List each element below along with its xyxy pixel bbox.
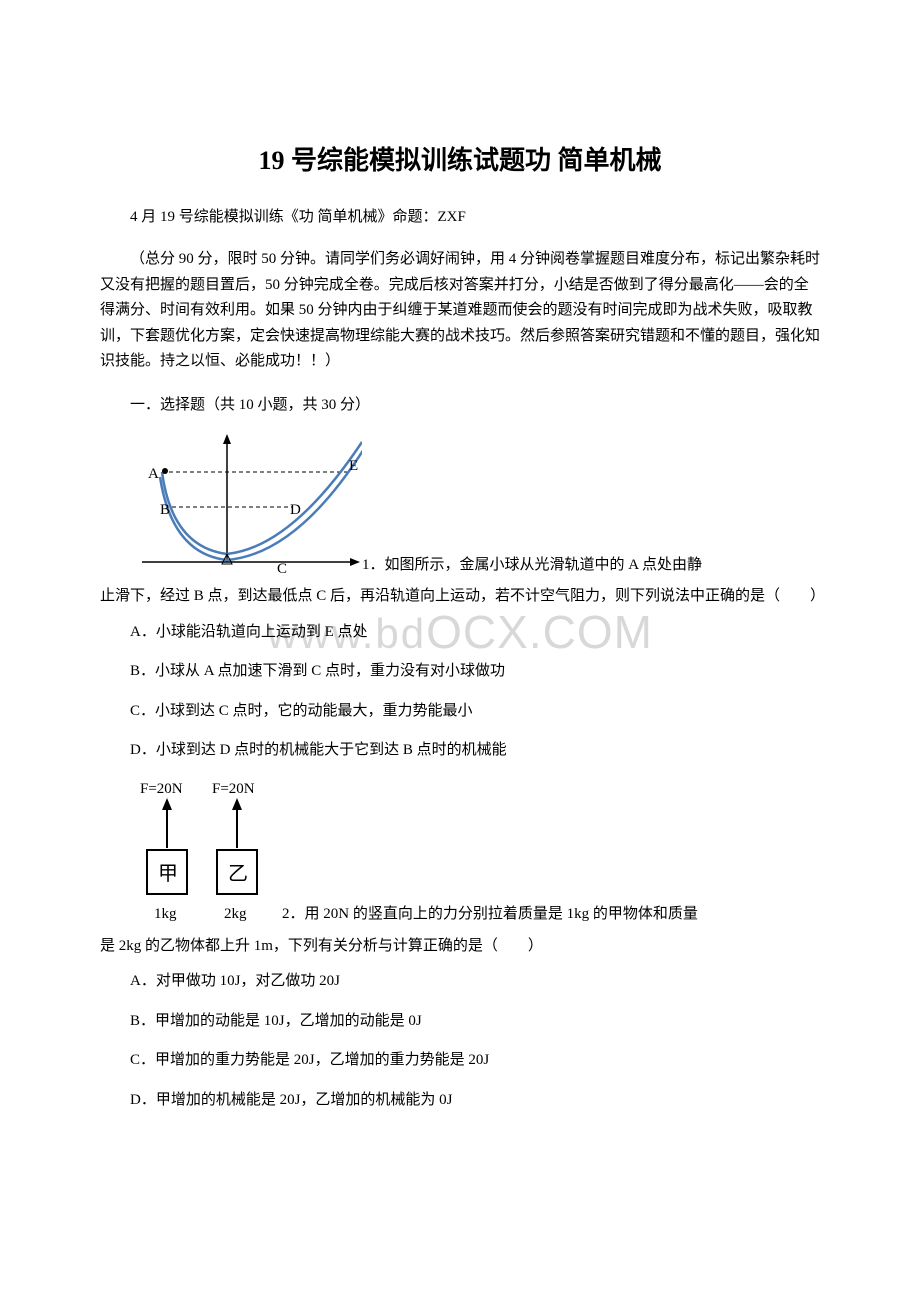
svg-text:B: B — [160, 502, 170, 518]
document-subtitle: 4 月 19 号综能模拟训练《功 简单机械》命题：ZXF — [100, 205, 820, 229]
q2-option-d: D．甲增加的机械能是 20J，乙增加的机械能为 0J — [100, 1088, 820, 1114]
q1-text-part1: 1．如图所示，金属小球从光滑轨道中的 A 点处由静 — [362, 553, 820, 583]
svg-text:D: D — [290, 502, 301, 518]
svg-text:乙: 乙 — [228, 863, 248, 885]
q1-text-part2: 止滑下，经过 B 点，到达最低点 C 后，再沿轨道向上运动，若不计空气阻力，则下… — [100, 584, 820, 610]
q2-option-c: C．甲增加的重力势能是 20J，乙增加的重力势能是 20J — [100, 1048, 820, 1074]
q2-option-a: A．对甲做功 10J，对乙做功 20J — [100, 969, 820, 995]
q1-option-d: D．小球到达 D 点时的机械能大于它到达 B 点时的机械能 — [100, 738, 820, 764]
svg-text:甲: 甲 — [158, 863, 178, 885]
svg-text:E: E — [349, 458, 358, 474]
q2-text-part1: 2．用 20N 的竖直向上的力分别拉着质量是 1kg 的甲物体和质量 — [282, 902, 820, 932]
svg-text:A: A — [148, 466, 159, 482]
q1-figure: A B D E C — [132, 432, 362, 578]
section-1-header: 一．选择题（共 10 小题，共 30 分） — [100, 393, 820, 419]
q2-option-b: B．甲增加的动能是 10J，乙增加的动能是 0J — [100, 1009, 820, 1035]
document-title: 19 号综能模拟训练试题功 简单机械 — [100, 140, 820, 177]
svg-text:F=20N: F=20N — [212, 781, 255, 797]
instructions-paragraph: （总分 90 分，限时 50 分钟。请同学们务必调好闹钟，用 4 分钟阅卷掌握题… — [100, 247, 820, 375]
q1-option-c: C．小球到达 C 点时，它的动能最大，重力势能最小 — [100, 699, 820, 725]
q2-text-part2: 是 2kg 的乙物体都上升 1m，下列有关分析与计算正确的是（ ） — [100, 934, 820, 960]
document-content: 19 号综能模拟训练试题功 简单机械 4 月 19 号综能模拟训练《功 简单机械… — [100, 140, 820, 1113]
q1-option-b: B．小球从 A 点加速下滑到 C 点时，重力没有对小球做功 — [100, 659, 820, 685]
svg-text:2kg: 2kg — [224, 906, 247, 922]
svg-text:F=20N: F=20N — [140, 781, 183, 797]
q1-option-a: A．小球能沿轨道向上运动到 E 点处 — [100, 620, 820, 646]
svg-text:1kg: 1kg — [154, 906, 177, 922]
question-2: F=20N F=20N 甲 乙 1kg 2kg 2．用 2 — [100, 778, 820, 1114]
question-1: A B D E C 1．如图所示，金属小球从光滑轨道中的 A 点处由静 止滑下，… — [100, 432, 820, 764]
q2-figure: F=20N F=20N 甲 乙 1kg 2kg — [132, 778, 282, 928]
